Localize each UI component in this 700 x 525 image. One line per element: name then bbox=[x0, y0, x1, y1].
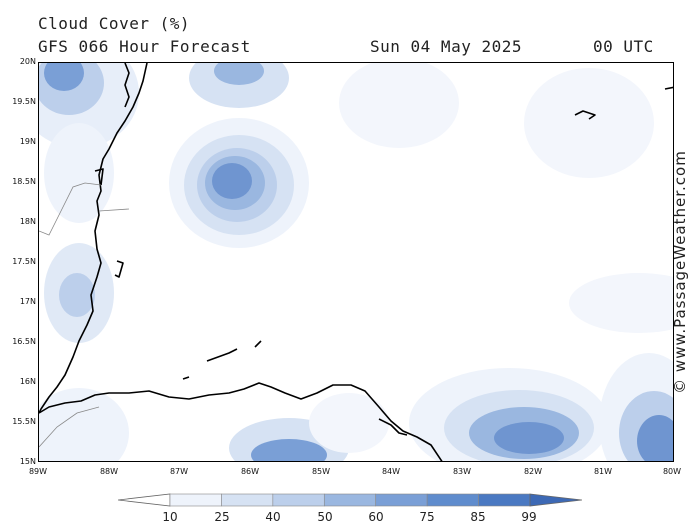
lat-label: 18.5N bbox=[12, 177, 36, 186]
legend-swatch bbox=[169, 493, 222, 507]
lon-label: 86W bbox=[240, 467, 260, 476]
lat-label: 19N bbox=[19, 137, 36, 146]
legend-swatch bbox=[375, 493, 428, 507]
lat-label: 15N bbox=[19, 457, 36, 466]
legend-label: 25 bbox=[214, 510, 230, 524]
legend-swatch bbox=[221, 493, 274, 507]
lat-label: 15.5N bbox=[12, 417, 36, 426]
legend-arrow-right bbox=[529, 493, 582, 507]
weather-map bbox=[38, 62, 674, 462]
lat-label: 16.5N bbox=[12, 337, 36, 346]
lon-label: 80W bbox=[662, 467, 682, 476]
lat-label: 17N bbox=[19, 297, 36, 306]
country-border bbox=[39, 182, 130, 448]
lon-label: 85W bbox=[311, 467, 331, 476]
lon-label: 89W bbox=[28, 467, 48, 476]
lon-label: 84W bbox=[381, 467, 401, 476]
cloud-cover-field bbox=[39, 63, 673, 461]
legend-label: 40 bbox=[265, 510, 281, 524]
lat-label: 20N bbox=[19, 57, 36, 66]
map-title: Cloud Cover (%) bbox=[38, 14, 190, 33]
legend-swatch bbox=[272, 493, 325, 507]
legend-swatch bbox=[478, 493, 531, 507]
legend-label: 60 bbox=[368, 510, 384, 524]
lat-label: 16N bbox=[19, 377, 36, 386]
lon-label: 83W bbox=[452, 467, 472, 476]
forecast-date: Sun 04 May 2025 bbox=[370, 37, 522, 56]
legend-label: 10 bbox=[162, 510, 178, 524]
legend-label: 75 bbox=[419, 510, 435, 524]
lat-label: 19.5N bbox=[12, 97, 36, 106]
forecast-label: GFS 066 Hour Forecast bbox=[38, 37, 251, 56]
legend-swatch bbox=[426, 493, 479, 507]
lon-label: 81W bbox=[593, 467, 613, 476]
legend-label: 99 bbox=[521, 510, 537, 524]
map-canvas bbox=[39, 63, 673, 461]
lon-label: 82W bbox=[523, 467, 543, 476]
lon-label: 88W bbox=[99, 467, 119, 476]
legend-arrow-left bbox=[118, 493, 171, 507]
forecast-time: 00 UTC bbox=[593, 37, 654, 56]
legend-label: 85 bbox=[470, 510, 486, 524]
legend-swatch bbox=[323, 493, 377, 507]
passageweather-credit: © www.PassageWeather.com bbox=[671, 150, 689, 394]
lat-label: 17.5N bbox=[12, 257, 36, 266]
color-legend bbox=[118, 493, 582, 507]
lon-label: 87W bbox=[169, 467, 189, 476]
lat-label: 18N bbox=[19, 217, 36, 226]
coastline bbox=[39, 63, 673, 461]
legend-label: 50 bbox=[317, 510, 333, 524]
